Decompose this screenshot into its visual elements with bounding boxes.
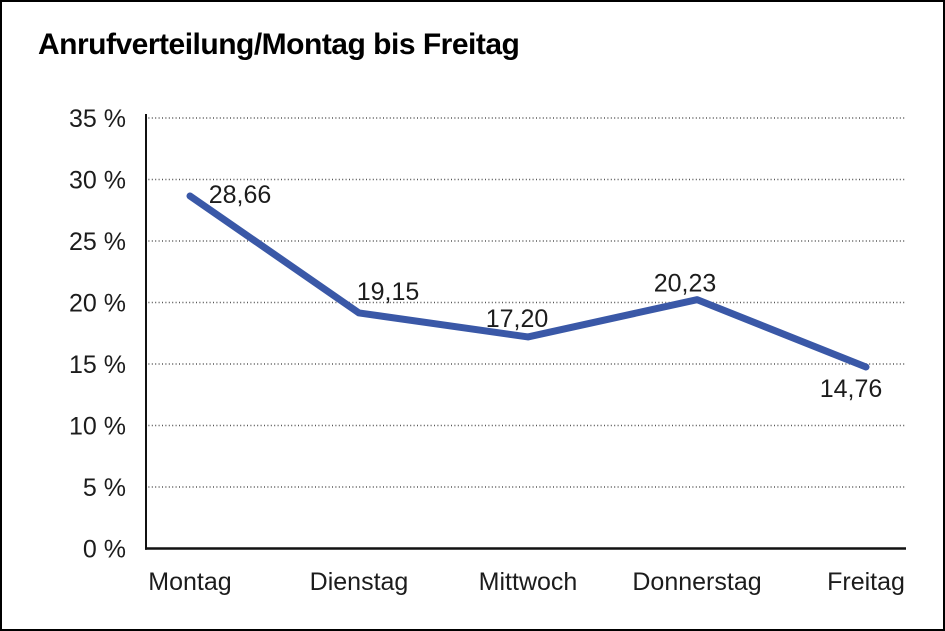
y-tick-label-35: 35 % bbox=[69, 105, 126, 133]
data-label-mittwoch: 17,20 bbox=[486, 305, 549, 333]
data-label-freitag: 14,76 bbox=[820, 375, 883, 403]
y-tick-label-25: 25 % bbox=[69, 228, 126, 256]
y-tick-label-30: 30 % bbox=[69, 167, 126, 195]
data-label-dienstag: 19,15 bbox=[357, 278, 420, 306]
chart-title: Anrufverteilung/Montag bis Freitag bbox=[38, 28, 520, 61]
y-tick-label-20: 20 % bbox=[69, 290, 126, 318]
x-axis-label-freitag: Freitag bbox=[827, 568, 905, 596]
y-tick-label-10: 10 % bbox=[69, 413, 126, 441]
y-tick-label-5: 5 % bbox=[83, 474, 126, 502]
x-axis-label-donnerstag: Donnerstag bbox=[632, 568, 761, 596]
x-axis-label-dienstag: Dienstag bbox=[310, 568, 409, 596]
y-tick-label-0: 0 % bbox=[83, 536, 126, 564]
series-line bbox=[186, 192, 870, 371]
x-axis-label-montag: Montag bbox=[148, 568, 231, 596]
data-label-donnerstag: 20,23 bbox=[654, 270, 717, 298]
x-axis-label-mittwoch: Mittwoch bbox=[479, 568, 578, 596]
data-label-montag: 28,66 bbox=[209, 181, 272, 209]
y-tick-label-15: 15 % bbox=[69, 351, 126, 379]
